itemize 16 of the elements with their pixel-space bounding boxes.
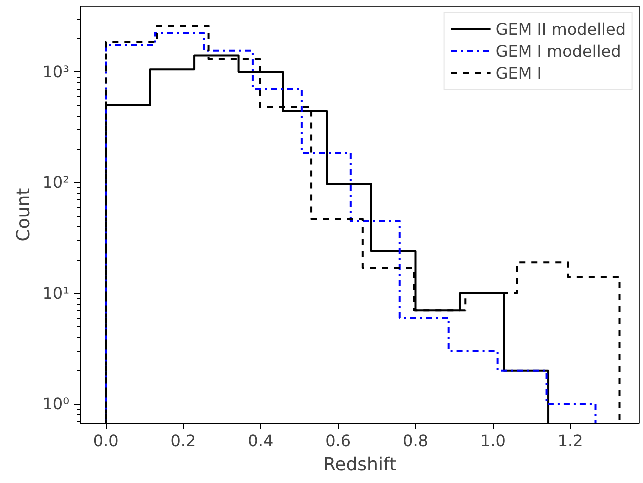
y-tick-label: 10⁰	[42, 394, 70, 414]
legend-label: GEM II modelled	[496, 20, 626, 38]
legend-label: GEM I modelled	[496, 42, 622, 60]
x-tick-label: 1.2	[558, 432, 584, 450]
x-tick-label: 0.4	[248, 432, 274, 450]
x-tick-label: 0.2	[170, 432, 196, 450]
x-tick-label: 0.8	[403, 432, 428, 450]
x-axis-title: Redshift	[323, 454, 397, 476]
y-tick-label: 10¹	[42, 284, 70, 303]
y-tick-label: 10²	[42, 173, 70, 192]
y-tick-label: 10³	[42, 62, 70, 82]
x-tick-label: 1.0	[480, 432, 506, 450]
x-tick-label: 0.0	[93, 432, 119, 450]
x-tick-label: 0.6	[326, 432, 352, 450]
legend-label: GEM I	[496, 64, 542, 82]
y-axis-title: Count	[14, 188, 35, 242]
